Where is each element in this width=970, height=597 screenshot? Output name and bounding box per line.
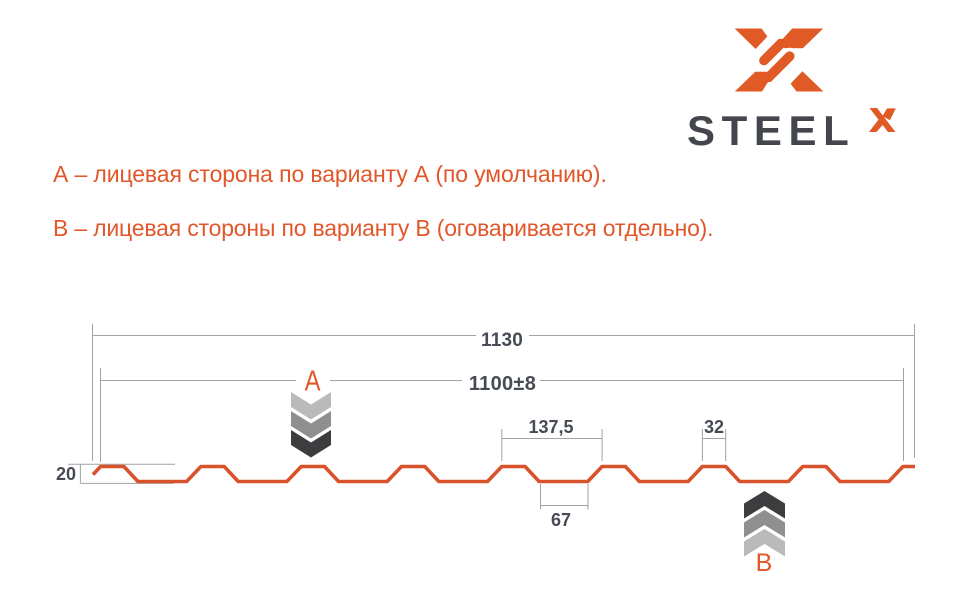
svg-text:137,5: 137,5: [528, 417, 573, 437]
svg-text:1130: 1130: [481, 330, 523, 351]
svg-text:67: 67: [551, 510, 571, 530]
svg-text:32: 32: [704, 417, 724, 437]
svg-text:20: 20: [56, 464, 76, 484]
svg-text:1100±8: 1100±8: [469, 373, 536, 395]
svg-text:В: В: [756, 549, 773, 577]
svg-text:А: А: [305, 364, 321, 397]
